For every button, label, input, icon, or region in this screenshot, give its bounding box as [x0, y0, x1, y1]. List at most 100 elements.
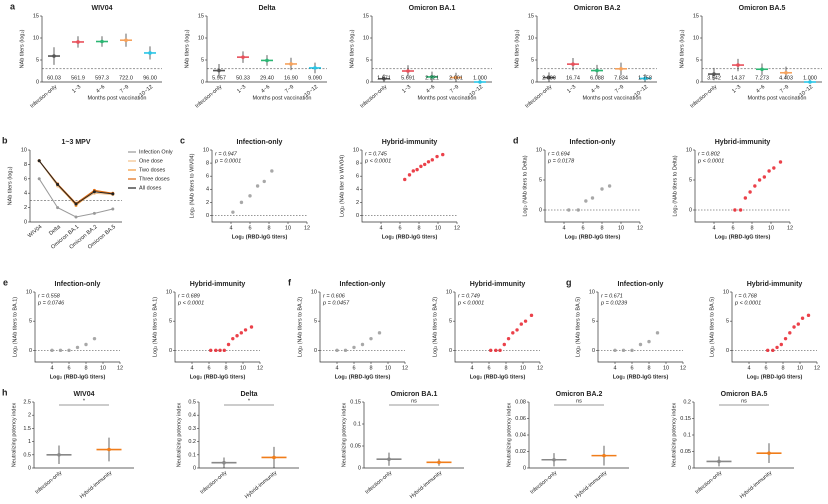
- point: [738, 208, 743, 212]
- point: [37, 177, 41, 181]
- mean-dot: [387, 457, 391, 462]
- y-tick-label: 0.5: [23, 452, 31, 458]
- mean-dot: [478, 80, 482, 84]
- point: [772, 166, 776, 170]
- axes: [693, 402, 794, 469]
- point: [37, 159, 41, 163]
- stat-label: r = 0.802: [698, 151, 720, 157]
- point: [779, 342, 783, 347]
- x-tick-label: 8: [267, 225, 270, 231]
- x-axis-label: Log₂ (RBD-IgG titers): [232, 234, 288, 240]
- chart-title: Omicron BA.5: [739, 5, 786, 12]
- chart-title: Infection-only: [618, 281, 664, 288]
- y-tick-label: 10: [166, 289, 172, 295]
- gmt-label: 14.37: [731, 75, 745, 81]
- mean-dot: [767, 451, 771, 455]
- point: [92, 190, 96, 194]
- point: [415, 167, 419, 172]
- y-axis-label: Neutralizing potency index: [341, 402, 347, 467]
- stat-label: r = 0.745: [365, 151, 388, 157]
- x-axis-label: Log₂ (RBD-IgG titers): [747, 374, 803, 380]
- mean-dot: [289, 62, 293, 66]
- chart-title: 1~3 MPV: [62, 139, 91, 146]
- y-tick-label: 15: [363, 13, 369, 19]
- mean-dot: [382, 76, 386, 81]
- y-tick-label: 10: [536, 147, 542, 153]
- y-tick-label: 5: [314, 319, 317, 325]
- point: [426, 160, 431, 164]
- y-tick-label: 0.1: [683, 432, 691, 438]
- legend-label: All doses: [139, 185, 162, 191]
- x-tick-label: 7~9: [449, 84, 460, 95]
- y-axis-label: NAb titers (log₂): [679, 29, 685, 68]
- stat-label: p = 0.0457: [322, 300, 350, 306]
- x-tick-label: 10: [385, 365, 391, 371]
- gmt-label: 5.691: [401, 75, 415, 81]
- chart-title: Hybrid-immunity: [190, 281, 246, 288]
- x-tick-label: 7~9: [779, 84, 790, 95]
- y-tick-label: 6: [356, 174, 359, 180]
- x-tick-label: Infection-only: [364, 470, 393, 496]
- y-tick-label: 5: [29, 319, 32, 325]
- y-tick-label: 1.5: [23, 426, 31, 432]
- point: [92, 211, 96, 215]
- point: [423, 162, 427, 167]
- y-axis-label: Log₂ (NAb titers to Delta): [672, 155, 678, 216]
- x-tick-label: 4~6: [95, 84, 106, 95]
- x-tick-label: Infection-only: [194, 84, 223, 110]
- x-tick-label: 6: [248, 225, 251, 231]
- mean-dot: [52, 54, 56, 58]
- y-axis-label: Log₂ (NAb titers to Delta): [522, 155, 528, 216]
- stat-label: p = 0.0178: [547, 158, 575, 164]
- mean-dot: [124, 38, 128, 42]
- y-tick-label: 0: [201, 79, 204, 85]
- y-tick-label: 2: [28, 413, 31, 419]
- x-tick-label: 8: [417, 225, 420, 231]
- x-tick-label: Hybrid-immunity: [79, 470, 113, 500]
- significance: ns: [741, 398, 747, 404]
- stat-label: p < 0.0001: [177, 300, 204, 306]
- x-axis-label: Log₂ (RBD-IgG titers): [470, 374, 526, 380]
- x-tick-label: 8: [781, 365, 784, 371]
- chart-title: WIV04: [73, 391, 94, 398]
- mean-dot: [643, 76, 647, 81]
- chart-title: Delta: [240, 391, 257, 398]
- x-tick-label: 4: [470, 365, 473, 371]
- point: [226, 342, 231, 347]
- axes: [597, 292, 683, 363]
- gmt-label: 1.000: [473, 75, 487, 81]
- point: [783, 336, 788, 341]
- y-tick-label: 0.06: [515, 416, 526, 422]
- mean-dot: [437, 460, 441, 465]
- y-tick-label: 15: [198, 13, 204, 19]
- chart-title: Omicron BA.2: [574, 5, 621, 12]
- point: [50, 348, 54, 353]
- stat-label: r = 0.768: [735, 293, 758, 299]
- point: [767, 169, 771, 173]
- point: [762, 175, 767, 179]
- x-tick-label: 4: [562, 225, 565, 231]
- point: [343, 348, 348, 353]
- mean-dot: [547, 75, 551, 80]
- stat-label: r = 0.671: [601, 293, 623, 299]
- point: [111, 207, 115, 211]
- point: [430, 158, 434, 162]
- x-tick-label: 7~9: [119, 84, 130, 95]
- stat-label: p = 0.0001: [214, 158, 241, 164]
- y-tick-label: 5: [726, 319, 729, 325]
- panel-letter: g: [566, 277, 572, 287]
- x-axis-label: Months post vaccination: [417, 95, 476, 101]
- point: [576, 208, 580, 212]
- mean-dot: [148, 51, 152, 55]
- y-tick-label: 5: [592, 319, 595, 325]
- axes: [731, 292, 817, 363]
- panel-letter: a: [10, 1, 16, 11]
- point: [743, 196, 748, 200]
- mean-dot: [222, 460, 226, 465]
- y-tick-label: 8: [356, 161, 359, 167]
- y-tick-label: 10: [363, 35, 369, 41]
- axes: [41, 16, 162, 83]
- axes: [33, 402, 134, 469]
- stat-label: p = 0.0746: [37, 300, 65, 306]
- axes: [34, 292, 120, 363]
